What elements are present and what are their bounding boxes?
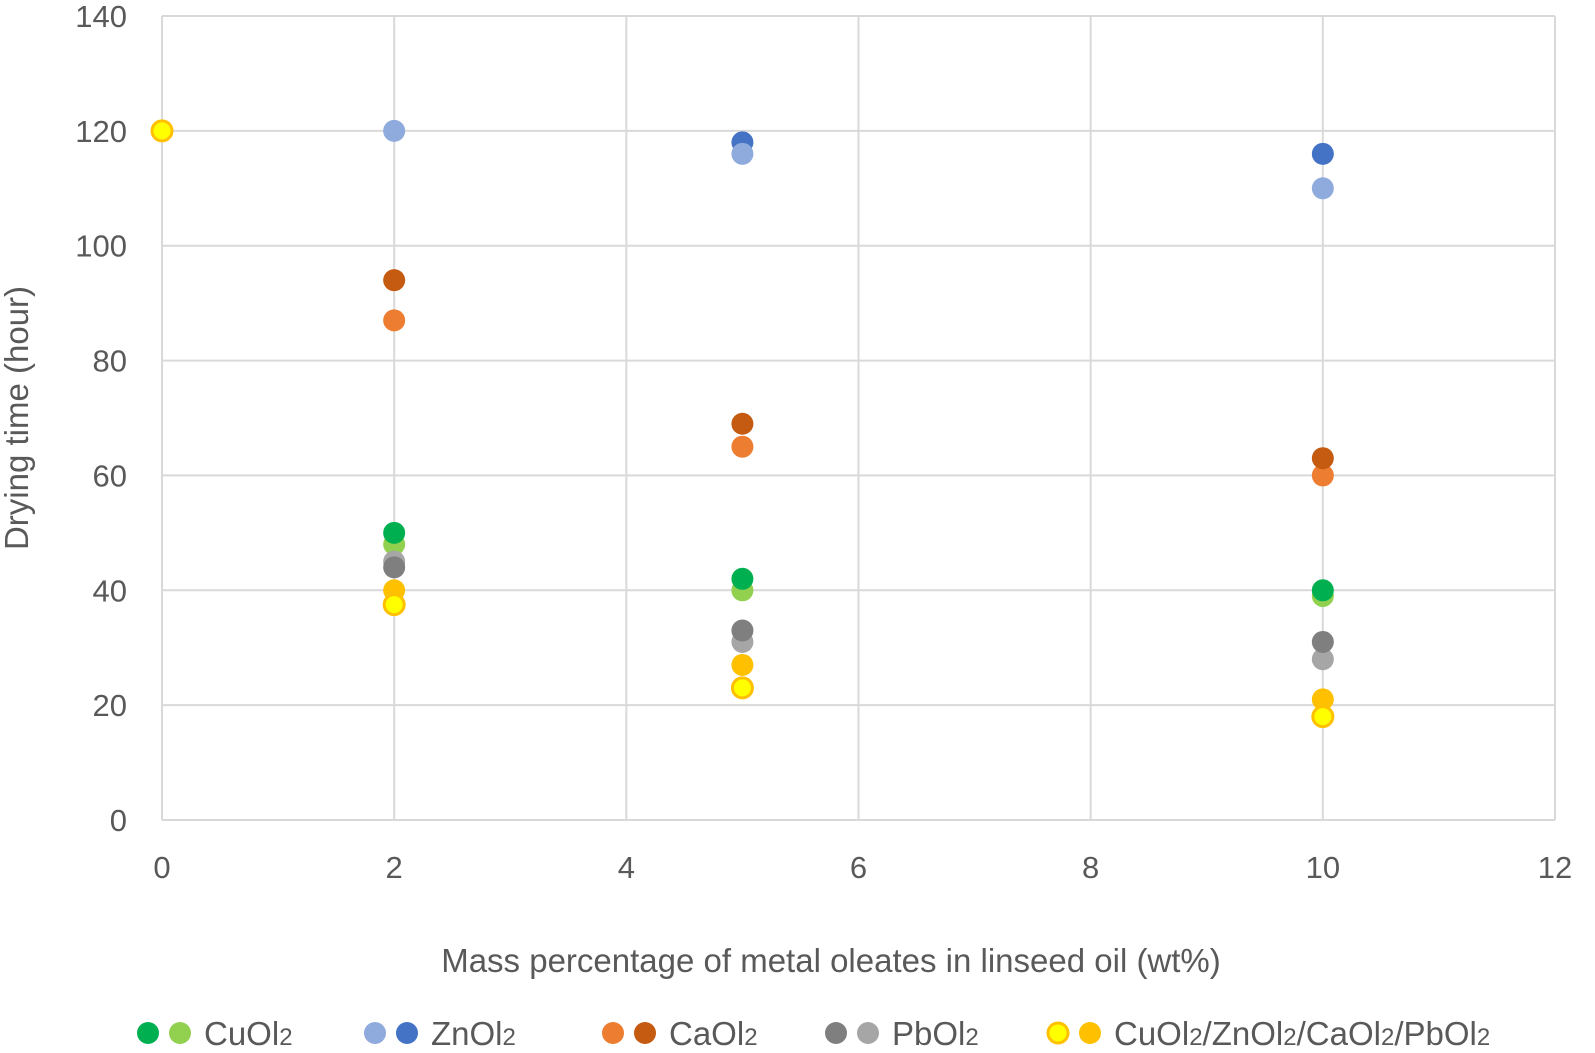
- legend-marker: [364, 1022, 386, 1044]
- data-point: [150, 119, 174, 143]
- legend-label-subscript: 2: [279, 1024, 292, 1051]
- legend-label-subscript: 2: [503, 1024, 516, 1051]
- y-tick-label: 60: [93, 458, 127, 493]
- legend-label-text: /CaOl: [1297, 1015, 1381, 1052]
- legend-label-subscript: 2: [965, 1024, 978, 1051]
- data-point: [730, 676, 754, 700]
- legend-label-text: /PbOl: [1394, 1015, 1477, 1052]
- legend-label-text: CuOl: [1114, 1015, 1189, 1052]
- legend-label: ZnOl2: [431, 1015, 516, 1052]
- x-tick-label: 2: [386, 850, 403, 885]
- data-point: [383, 119, 406, 142]
- legend-marker: [169, 1022, 191, 1044]
- legend-label-subscript: 2: [1283, 1024, 1296, 1051]
- data-point: [383, 309, 406, 332]
- legend-marker: [825, 1022, 847, 1044]
- legend-label: CaOl2: [669, 1015, 758, 1052]
- y-tick-label: 140: [75, 0, 127, 34]
- legend-marker: [634, 1022, 656, 1044]
- data-point: [1311, 688, 1334, 711]
- y-tick-label: 80: [93, 344, 127, 379]
- y-axis-label: Drying time (hour): [0, 286, 35, 550]
- data-point: [731, 619, 754, 642]
- data-point: [731, 567, 754, 590]
- data-point: [1311, 648, 1334, 671]
- data-point: [1311, 705, 1335, 729]
- x-tick-label: 12: [1538, 850, 1572, 885]
- data-point: [731, 435, 754, 458]
- x-tick-label: 6: [850, 850, 867, 885]
- data-point: [1311, 579, 1334, 602]
- legend-marker: [396, 1022, 418, 1044]
- x-tick-label: 4: [618, 850, 635, 885]
- data-point: [1311, 177, 1334, 200]
- legend-label-text: ZnOl: [431, 1015, 503, 1052]
- legend-marker: [137, 1022, 159, 1044]
- data-point: [731, 653, 754, 676]
- data-point: [1311, 142, 1334, 165]
- data-point: [1311, 447, 1334, 470]
- x-tick-label: 0: [153, 850, 170, 885]
- y-tick-label: 100: [75, 229, 127, 264]
- legend-label-text: PbOl: [892, 1015, 965, 1052]
- x-tick-label: 10: [1306, 850, 1340, 885]
- y-tick-label: 120: [75, 114, 127, 149]
- data-point: [383, 556, 406, 579]
- x-axis-label: Mass percentage of metal oleates in lins…: [441, 942, 1221, 979]
- legend-label-subscript: 2: [1189, 1024, 1202, 1051]
- data-point: [731, 412, 754, 435]
- grid-lines: [161, 15, 1556, 821]
- legend-label-text: /ZnOl: [1203, 1015, 1284, 1052]
- legend-label: CuOl2: [204, 1015, 293, 1052]
- data-point: [382, 593, 406, 617]
- legend-marker: [857, 1022, 879, 1044]
- data-point: [383, 269, 406, 292]
- data-point: [383, 521, 406, 544]
- y-tick-label: 20: [93, 688, 127, 723]
- y-tick-label: 40: [93, 573, 127, 608]
- y-tick-label: 0: [110, 803, 127, 838]
- legend-marker: [1046, 1021, 1070, 1045]
- legend-label-text: CaOl: [669, 1015, 744, 1052]
- data-point: [731, 142, 754, 165]
- x-tick-label: 8: [1082, 850, 1099, 885]
- legend-label-subscript: 2: [1381, 1024, 1394, 1051]
- legend-marker: [602, 1022, 624, 1044]
- data-point: [1311, 630, 1334, 653]
- legend: CuOl2 ZnOl2 CaOl2 PbOl2 CuOl2/ZnOl2/CaOl2/Pb…: [137, 1015, 1490, 1052]
- legend-label-text: CuOl: [204, 1015, 279, 1052]
- data-points: [150, 119, 1335, 729]
- tick-labels: 0 20 40 60 80 100 120 140 0 2 4 6 8 10 12: [75, 0, 1572, 885]
- data-point: [1311, 464, 1334, 487]
- legend-label: CuOl2/ZnOl2/CaOl2/PbOl2: [1114, 1015, 1490, 1052]
- legend-label-subscript: 2: [1477, 1024, 1490, 1051]
- legend-label: PbOl2: [892, 1015, 979, 1052]
- legend-label-subscript: 2: [744, 1024, 757, 1051]
- legend-marker: [1079, 1022, 1101, 1044]
